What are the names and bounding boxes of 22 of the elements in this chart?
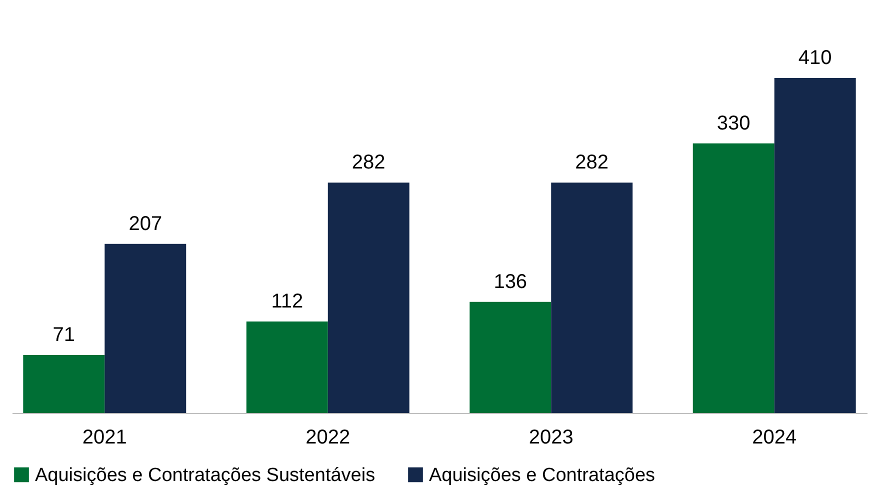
legend-label: Aquisições e Contratações Sustentáveis	[35, 464, 376, 486]
bar	[692, 143, 774, 413]
bar	[246, 321, 328, 413]
data-label: 207	[128, 212, 162, 235]
bar	[328, 182, 410, 413]
data-label: 282	[575, 152, 609, 174]
data-label: 71	[52, 324, 76, 346]
data-label: 410	[798, 47, 832, 69]
bar	[23, 354, 105, 413]
data-label: 112	[271, 290, 304, 312]
data-label: 330	[716, 112, 750, 134]
legend-label: Aquisições e Contratações	[429, 464, 656, 486]
x-tick-label: 2021	[82, 426, 127, 448]
bar	[551, 182, 633, 413]
bar	[104, 244, 186, 413]
data-label: 136	[494, 270, 528, 293]
x-tick-label: 2022	[306, 426, 350, 448]
x-tick-label: 2024	[752, 426, 797, 448]
data-label: 282	[352, 152, 386, 174]
bar	[470, 302, 552, 413]
bar	[774, 78, 856, 413]
x-tick-label: 2023	[528, 426, 574, 448]
